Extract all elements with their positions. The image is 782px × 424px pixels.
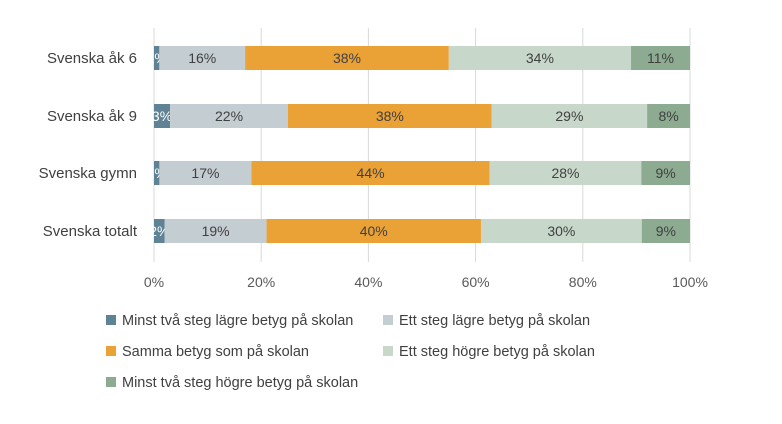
bar-segment	[288, 104, 492, 128]
x-tick-label: 100%	[672, 274, 708, 290]
data-label: 17%	[191, 165, 219, 181]
bar-segment	[154, 161, 160, 185]
data-label: 3%	[152, 108, 172, 124]
x-tick-label: 60%	[462, 274, 490, 290]
legend-label-4: Minst två steg högre betyg på skolan	[122, 375, 358, 391]
x-tick-label: 20%	[247, 274, 275, 290]
bar-segment	[154, 104, 171, 128]
bar-segment	[154, 219, 165, 243]
bar-segment	[154, 46, 160, 70]
bar-segment	[489, 161, 642, 185]
bar-segment	[448, 46, 632, 70]
legend-label-3: Ett steg högre betyg på skolan	[399, 344, 595, 360]
bar-segment	[266, 219, 481, 243]
legend: Minst två steg lägre betyg på skolan Ett…	[106, 313, 595, 391]
bar-segment	[251, 161, 490, 185]
legend-label-2: Samma betyg som på skolan	[122, 344, 309, 360]
legend-label-0: Minst två steg lägre betyg på skolan	[122, 313, 353, 329]
category-label: Svenska gymn	[39, 165, 137, 182]
data-label: 44%	[357, 165, 385, 181]
data-label: 28%	[551, 165, 579, 181]
x-tick-label: 80%	[569, 274, 597, 290]
data-label: 38%	[376, 108, 404, 124]
x-axis-tick-labels: 0% 20% 40% 60% 80% 100%	[144, 274, 708, 290]
data-label: 22%	[215, 108, 243, 124]
legend-item-1: Ett steg lägre betyg på skolan	[383, 313, 590, 329]
legend-swatch-3	[383, 346, 393, 356]
category-labels: Svenska åk 6 Svenska åk 9 Svenska gymn Sven…	[39, 50, 138, 240]
bar-segment	[641, 219, 690, 243]
legend-item-3: Ett steg högre betyg på skolan	[383, 344, 595, 360]
bar-segment	[631, 46, 690, 70]
bar-segment	[641, 161, 690, 185]
bar-segment	[164, 219, 267, 243]
data-label: 30%	[547, 223, 575, 239]
data-label: 38%	[333, 50, 361, 66]
category-label: Svenska åk 6	[47, 50, 137, 67]
legend-swatch-1	[383, 315, 393, 325]
data-label: 34%	[526, 50, 554, 66]
data-label: 29%	[555, 108, 583, 124]
bar-segment	[245, 46, 449, 70]
data-label: 19%	[202, 223, 230, 239]
legend-swatch-0	[106, 315, 116, 325]
bar-segment	[491, 104, 648, 128]
bar-segment	[159, 161, 252, 185]
bar-segment	[480, 219, 642, 243]
data-label: 2%	[149, 223, 169, 239]
bar-segment	[159, 46, 246, 70]
category-label: Svenska totalt	[43, 223, 138, 240]
data-label: 40%	[360, 223, 388, 239]
legend-swatch-4	[106, 377, 116, 387]
data-label: 9%	[656, 165, 676, 181]
data-label: 11%	[647, 50, 674, 66]
legend-swatch-2	[106, 346, 116, 356]
legend-item-0: Minst två steg lägre betyg på skolan	[106, 313, 353, 329]
bar-segment	[170, 104, 288, 128]
data-label: 16%	[188, 50, 216, 66]
data-label: 9%	[656, 223, 676, 239]
x-tick-label: 0%	[144, 274, 164, 290]
x-tick-label: 40%	[354, 274, 382, 290]
bar-segment	[647, 104, 690, 128]
legend-item-4: Minst två steg högre betyg på skolan	[106, 375, 358, 391]
legend-item-2: Samma betyg som på skolan	[106, 344, 309, 360]
legend-label-1: Ett steg lägre betyg på skolan	[399, 313, 590, 329]
bars: 1% 16% 38% 34% 11%3% 22% 38% 29% 8%1% 17% 44% 28% 9%…	[147, 46, 690, 243]
category-label: Svenska åk 9	[47, 108, 137, 125]
data-label: 8%	[658, 108, 678, 124]
